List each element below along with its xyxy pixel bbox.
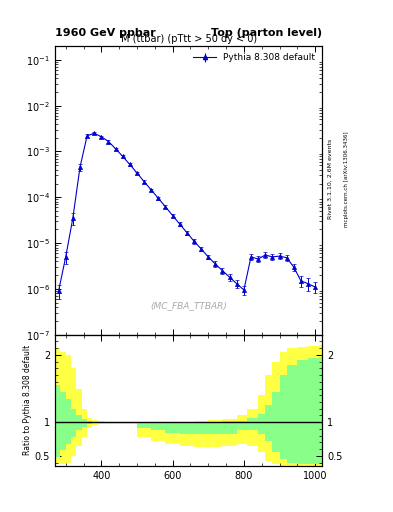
Text: 1960 GeV ppbar: 1960 GeV ppbar	[55, 28, 156, 38]
Text: Rivet 3.1.10, 2.6M events: Rivet 3.1.10, 2.6M events	[328, 139, 333, 219]
Legend: Pythia 8.308 default: Pythia 8.308 default	[191, 51, 318, 65]
Text: (MC_FBA_TTBAR): (MC_FBA_TTBAR)	[150, 302, 227, 310]
Text: Top (parton level): Top (parton level)	[211, 28, 322, 38]
Text: mcplots.cern.ch [arXiv:1306.3436]: mcplots.cern.ch [arXiv:1306.3436]	[344, 132, 349, 227]
Y-axis label: Ratio to Pythia 8.308 default: Ratio to Pythia 8.308 default	[23, 345, 32, 456]
Title: M (ttbar) (pTtt > 50 dy < 0): M (ttbar) (pTtt > 50 dy < 0)	[121, 34, 257, 44]
